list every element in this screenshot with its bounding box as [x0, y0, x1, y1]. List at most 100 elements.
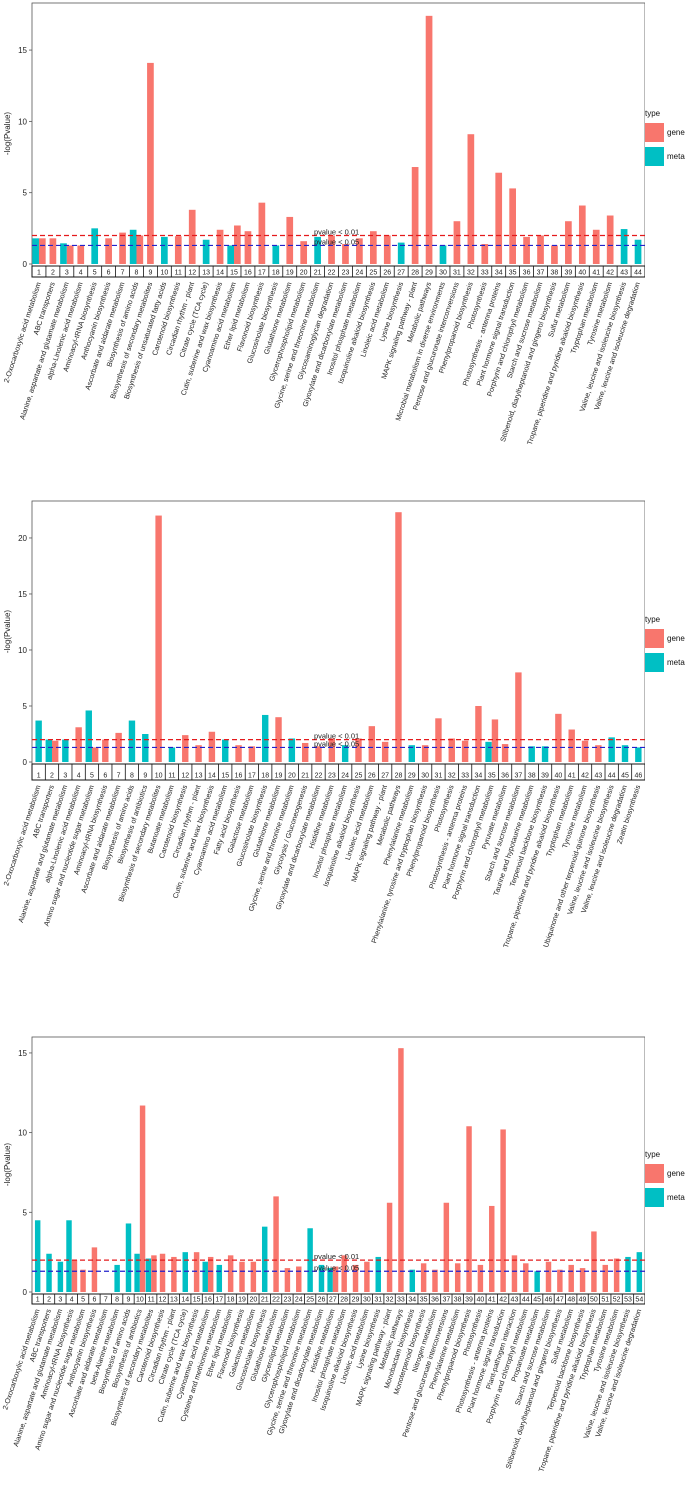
legend-item-gene: gene: [645, 1161, 685, 1185]
bar-gene: [551, 245, 558, 264]
index-label: 34: [495, 270, 503, 277]
index-label: 25: [369, 270, 377, 277]
threshold-label: pvalue < 0.01: [314, 227, 359, 236]
bar-meta: [202, 1261, 208, 1292]
index-label: 17: [258, 270, 266, 277]
index-label: 36: [501, 773, 509, 780]
index-label: 20: [288, 773, 296, 780]
index-label: 42: [499, 1297, 507, 1304]
y-tick-label: 15: [18, 590, 27, 599]
bar-gene: [481, 244, 489, 264]
bar-meta: [35, 720, 42, 762]
index-label: 39: [541, 773, 549, 780]
bar-gene: [467, 134, 475, 264]
index-label: 24: [295, 1297, 303, 1304]
bar-gene: [386, 1202, 393, 1292]
bar-gene: [341, 1255, 347, 1292]
legend-item-meta: meta: [645, 1185, 685, 1209]
bar-gene: [356, 238, 363, 264]
legend-2: type gene meta: [645, 615, 685, 674]
index-label: 16: [204, 1297, 212, 1304]
bar-gene: [301, 742, 309, 762]
bar-gene: [75, 727, 82, 762]
index-label: 40: [578, 270, 586, 277]
index-label: 18: [261, 773, 269, 780]
bar-meta: [114, 1264, 120, 1292]
bar-gene: [77, 245, 85, 264]
y-tick-label: 15: [18, 46, 27, 55]
bar-gene: [568, 1264, 574, 1292]
index-label: 34: [408, 1297, 416, 1304]
index-label: 10: [136, 1297, 144, 1304]
bar-meta: [57, 1261, 64, 1292]
bar-gene: [328, 738, 336, 762]
legend-swatch-meta: [645, 652, 664, 672]
bar-meta: [625, 1256, 631, 1292]
bar-meta: [621, 745, 629, 762]
bar-meta: [528, 746, 535, 762]
index-label: 22: [315, 773, 323, 780]
index-label: 11: [168, 773, 175, 780]
index-label: 17: [248, 773, 256, 780]
bar-gene: [258, 202, 266, 264]
index-label: 28: [395, 773, 403, 780]
index-label: 26: [368, 773, 376, 780]
bar-gene: [102, 739, 109, 762]
bar-meta: [85, 710, 92, 762]
bar-meta: [409, 1269, 416, 1292]
bar-meta: [262, 714, 269, 762]
bar-gene: [395, 512, 402, 762]
index-label: 8: [115, 1297, 119, 1304]
bar-gene: [515, 672, 522, 762]
bar-gene: [136, 235, 144, 264]
bar-gene: [207, 1256, 214, 1292]
index-label: 37: [537, 270, 545, 277]
bar-gene: [443, 1202, 450, 1292]
bar-meta: [161, 236, 168, 264]
legend-label-gene: gene: [667, 1168, 685, 1178]
bar-gene: [239, 1261, 245, 1292]
bar-gene: [411, 167, 419, 264]
bar-gene: [234, 225, 241, 264]
bar-meta: [91, 228, 99, 264]
bar-gene: [511, 1255, 518, 1292]
index-label: 45: [533, 1297, 541, 1304]
index-label: 3: [63, 773, 67, 780]
bar-gene: [368, 726, 376, 762]
y-tick-label: 0: [23, 260, 28, 269]
threshold-label: pvalue < 0.01: [314, 1252, 359, 1261]
bar-meta: [216, 1264, 223, 1292]
index-label: 48: [567, 1297, 575, 1304]
bar-gene: [216, 229, 224, 264]
bar-gene: [466, 1126, 472, 1292]
index-label: 38: [454, 1297, 462, 1304]
index-label: 47: [556, 1297, 564, 1304]
bar-gene: [275, 717, 282, 762]
index-label: 29: [352, 1297, 360, 1304]
bar-gene: [565, 221, 572, 264]
bar-meta: [327, 1268, 333, 1292]
bar-gene: [364, 1261, 370, 1292]
legend-title: type: [645, 1150, 661, 1159]
index-label: 27: [397, 270, 405, 277]
index-label: 4: [77, 773, 81, 780]
bar-gene: [273, 1196, 279, 1293]
index-label: 35: [509, 270, 517, 277]
bar-gene: [453, 221, 461, 264]
bar-gene: [300, 241, 308, 264]
index-label: 25: [355, 773, 363, 780]
index-label: 9: [143, 773, 147, 780]
bar-gene: [475, 705, 482, 762]
bar-gene: [381, 741, 389, 762]
bar-gene: [248, 746, 256, 762]
legend-label-meta: meta: [667, 151, 685, 161]
legend-title: type: [645, 615, 661, 624]
bar-gene: [523, 236, 530, 264]
bar-gene: [244, 231, 252, 264]
index-label: 14: [181, 1297, 189, 1304]
bar-gene: [592, 229, 600, 264]
index-label: 44: [522, 1297, 530, 1304]
bar-gene: [151, 1255, 157, 1292]
index-label: 44: [634, 270, 642, 277]
